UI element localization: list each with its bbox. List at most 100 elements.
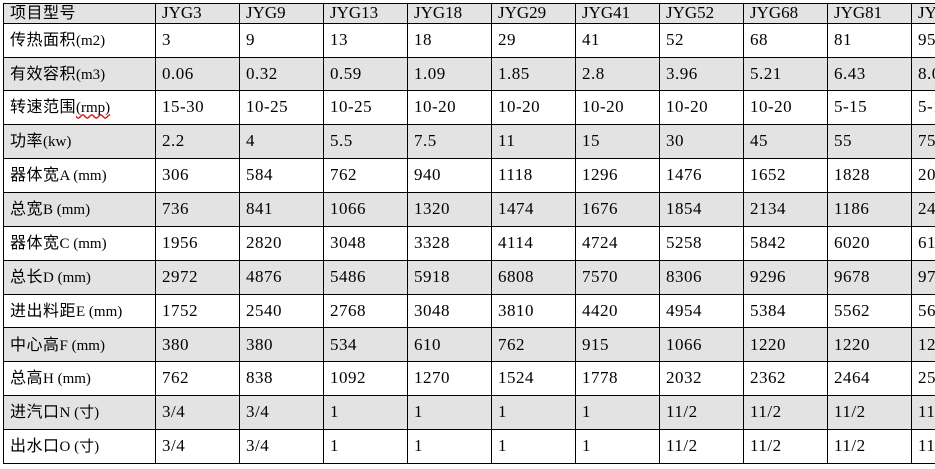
cell-value: 1 xyxy=(414,436,423,456)
table-row: 功率(kw)2.245.57.511153045557595 xyxy=(3,124,935,160)
table-cell: 5562 xyxy=(827,293,912,329)
table-cell: 15 xyxy=(575,124,660,160)
cell-value: 3048 xyxy=(414,300,450,320)
cell-value: 2464 xyxy=(834,368,870,388)
cell-value: 3328 xyxy=(414,232,450,252)
table-cell: 18 xyxy=(407,22,492,58)
cell-value: 6020 xyxy=(834,232,870,252)
cell-value: 2566 xyxy=(918,368,935,388)
row-header: 器体宽A (mm) xyxy=(3,158,156,193)
cell-value: 9 xyxy=(246,29,255,49)
row-header: 中心高F (mm) xyxy=(3,327,156,363)
cell-value: 1752 xyxy=(162,300,198,320)
cell-value: 1652 xyxy=(750,165,786,185)
cell-value: 2032 xyxy=(666,368,702,388)
table-cell: 1474 xyxy=(491,191,576,227)
table-cell: 3/4 xyxy=(155,395,240,430)
table-row: 中心高F (mm) 380 380 534 610 762 915 1066 1220 1220 1… xyxy=(3,327,935,363)
cell-value: 7.5 xyxy=(414,131,437,151)
cell-value: 2362 xyxy=(750,368,786,388)
table-row: 器体宽A (mm) 306 584 762 940 1118 1296 1476 1652 182… xyxy=(3,158,935,193)
table-cell: 5664 xyxy=(911,293,935,329)
table-cell: 4114 xyxy=(491,225,576,261)
cell-value: 11/2 xyxy=(666,436,698,456)
row-label-name: 总高 xyxy=(10,368,44,388)
table-cell: 11 xyxy=(491,124,576,160)
cell-value: 15-30 xyxy=(162,97,205,117)
table-cell: 5-15 xyxy=(827,90,912,126)
row-label-name: 转速范围 xyxy=(10,97,77,117)
table-cell: 5918 xyxy=(407,259,492,295)
cell-value: 7570 xyxy=(582,266,618,286)
column-header-jyg18: JYG18 xyxy=(407,3,492,24)
table-row: 有效容积(m3) 0.06 0.32 0.59 1.09 1.85 2.8 3.96 5.21 6… xyxy=(3,56,935,92)
table-cell: 9704 xyxy=(911,259,935,295)
cell-value: 1 xyxy=(582,402,591,422)
cell-value: 11/2 xyxy=(750,436,782,456)
table-cell: 2438 xyxy=(911,191,935,227)
table-row: 总高H (mm) 762 838 1092 1270 1524 1778 2032 2362 24… xyxy=(3,361,935,397)
cell-value: 1.09 xyxy=(414,63,446,83)
cell-value: 1320 xyxy=(414,199,450,219)
cell-value: 11/2 xyxy=(834,402,866,422)
cell-value: 81 xyxy=(834,29,852,49)
table-cell: 0.06 xyxy=(155,56,240,92)
cell-value: 3/4 xyxy=(162,436,186,456)
cell-value: 5-15 xyxy=(834,97,868,117)
column-header-jyg68: JYG68 xyxy=(743,3,828,24)
table-cell: 95 xyxy=(911,22,935,58)
cell-value: 15 xyxy=(582,131,600,151)
cell-value: 9678 xyxy=(834,266,870,286)
cell-value: 41 xyxy=(582,29,600,49)
table-cell: 10-20 xyxy=(575,90,660,126)
column-header-jyg29: JYG29 xyxy=(491,3,576,24)
cell-value: 1524 xyxy=(498,368,534,388)
table-body: 传热面积(m2)391318294152688195110有效容积(m3)0.0… xyxy=(3,22,935,464)
cell-value: 5.21 xyxy=(750,63,782,83)
cell-value: 4 xyxy=(246,131,255,151)
cell-value: 95 xyxy=(918,29,935,49)
table-cell: 3048 xyxy=(323,225,408,261)
table-cell: 4876 xyxy=(239,259,324,295)
table-cell: 1 xyxy=(323,395,408,430)
table-cell: 2032 xyxy=(911,158,935,193)
table-cell: 11/2 xyxy=(911,429,935,464)
row-label-unit: (m3) xyxy=(76,66,106,83)
column-header-jyg13: JYG13 xyxy=(323,3,408,24)
cell-value: 68 xyxy=(750,29,768,49)
table-cell: 2540 xyxy=(239,293,324,329)
cell-value: 1220 xyxy=(834,334,870,354)
cell-value: 5918 xyxy=(414,266,450,286)
table-cell: 838 xyxy=(239,361,324,397)
cell-value: 5-15 xyxy=(918,97,935,117)
cell-value: 1 xyxy=(498,402,507,422)
table-cell: 11/2 xyxy=(911,395,935,430)
cell-value: 2540 xyxy=(246,300,282,320)
table-cell: 68 xyxy=(743,22,828,58)
table-cell: 11/2 xyxy=(659,395,744,430)
table-cell: 2032 xyxy=(659,361,744,397)
table-cell: 5.21 xyxy=(743,56,828,92)
table-cell: 30 xyxy=(659,124,744,160)
table-cell: 2.2 xyxy=(155,124,240,160)
row-header: 器体宽C (mm) xyxy=(3,225,156,261)
row-header: 转速范围(rmp) xyxy=(3,90,156,126)
cell-value: 1956 xyxy=(162,232,198,252)
cell-value: 18 xyxy=(414,29,432,49)
cell-value: 3/4 xyxy=(246,402,270,422)
cell-value: 9296 xyxy=(750,266,786,286)
cell-value: 1 xyxy=(330,402,339,422)
cell-value: 1 xyxy=(582,436,591,456)
cell-value: 1092 xyxy=(330,368,366,388)
column-header-label: JYG95 xyxy=(918,3,935,22)
table-cell: 1752 xyxy=(155,293,240,329)
cell-value: 75 xyxy=(918,131,935,151)
table-cell: 10-20 xyxy=(407,90,492,126)
cell-value: 8306 xyxy=(666,266,702,286)
table-cell: 841 xyxy=(239,191,324,227)
table-cell: 15-30 xyxy=(155,90,240,126)
row-label-name: 有效容积 xyxy=(10,63,77,83)
table-cell: 1956 xyxy=(155,225,240,261)
cell-value: 2768 xyxy=(330,300,366,320)
cell-value: 52 xyxy=(666,29,684,49)
